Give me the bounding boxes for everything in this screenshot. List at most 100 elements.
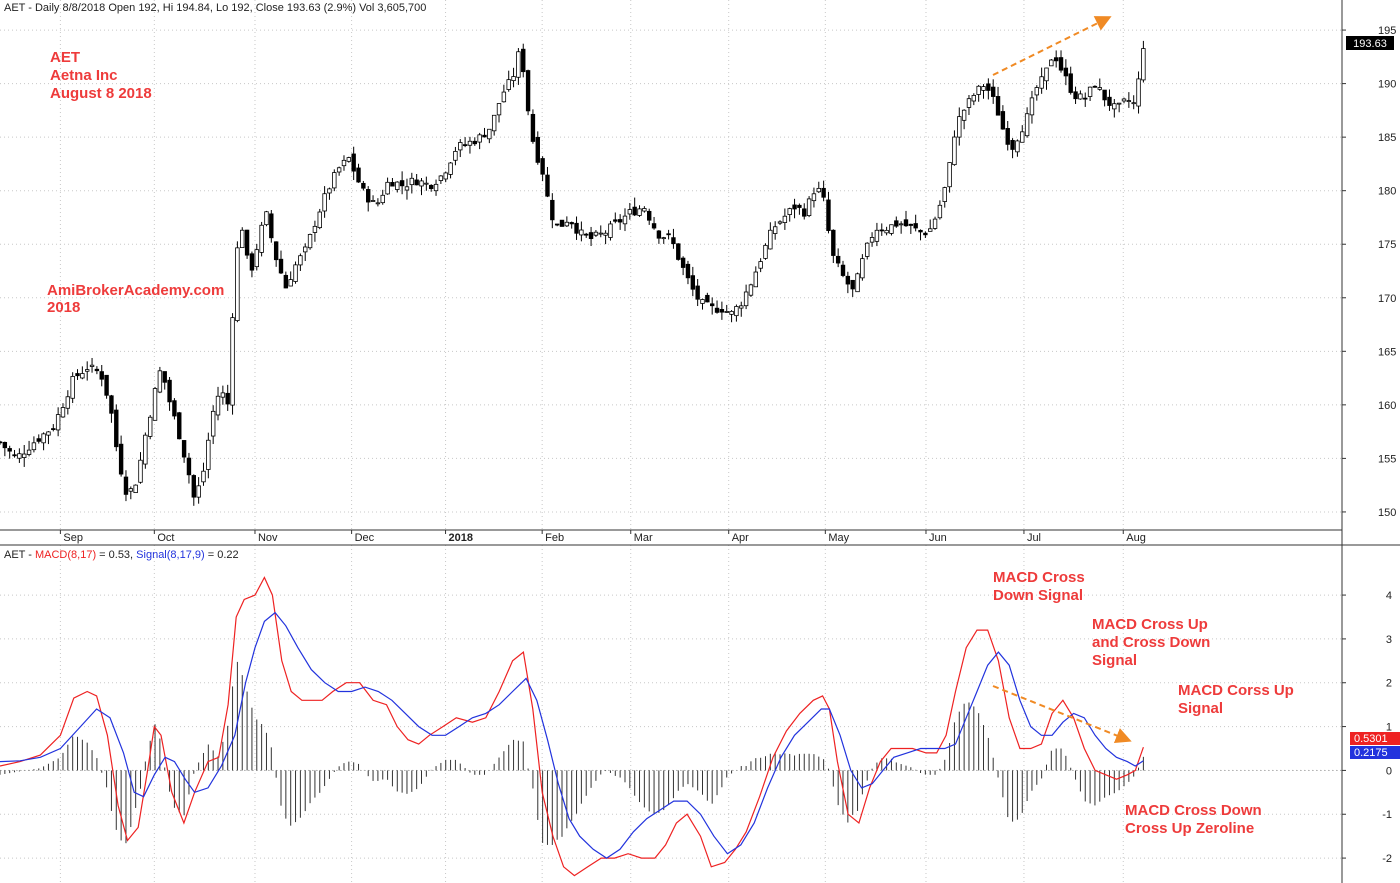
candle-up [264, 211, 269, 226]
candle-down [821, 187, 826, 198]
candle-down [278, 258, 284, 274]
candle-up [467, 140, 473, 146]
candle-down [521, 48, 526, 73]
macd-line [0, 576, 1144, 877]
candle-down [1083, 97, 1088, 100]
candle-up [501, 91, 507, 103]
candle-up [448, 162, 453, 175]
price-last-tag: 193.63 [1346, 36, 1394, 50]
candle-up [312, 225, 318, 233]
candle-up [89, 364, 95, 367]
candle-down [1053, 57, 1059, 62]
candle-up [336, 167, 342, 173]
macd-header-signal-value: = 0.22 [205, 549, 239, 561]
candle-down [792, 204, 797, 210]
annotation-year: 2018 [47, 299, 80, 316]
candle-down [283, 274, 289, 289]
candle-up [404, 186, 410, 191]
candle-down [879, 229, 884, 232]
candle-up [157, 370, 163, 393]
candle-down [472, 140, 477, 145]
date-tick-label: May [828, 532, 849, 544]
candle-down [695, 285, 700, 300]
candle-up [1020, 131, 1025, 143]
date-tick-label: Aug [1126, 532, 1146, 544]
candle-up [370, 200, 376, 202]
macd-tick-label: 1 [1386, 722, 1392, 734]
candle-up [516, 51, 521, 78]
candle-up [608, 223, 613, 238]
candle-up [777, 221, 783, 224]
candle-up [419, 180, 424, 187]
price-tick-label: 190 [1378, 79, 1396, 91]
annotation-macd-cross-up-down-line2: and Cross Down [1092, 634, 1210, 651]
candle-down [1073, 91, 1078, 100]
annotation-macd-cross-down: MACD Cross Down Signal [993, 569, 1089, 604]
annotation-date: August 8 2018 [50, 85, 152, 102]
candle-down [714, 307, 720, 313]
candle-up [235, 247, 240, 321]
candle-up [898, 223, 904, 226]
candle-down [1102, 89, 1107, 101]
candle-up [1034, 87, 1039, 96]
candle-up [491, 114, 497, 132]
candle-up [1015, 140, 1020, 153]
candle-up [937, 204, 943, 219]
annotation-macd-cross-up-down-line3: Signal [1092, 652, 1137, 669]
candle-up [220, 392, 226, 398]
candle-down [225, 392, 230, 405]
candle-up [254, 249, 259, 268]
candle-up [957, 116, 962, 138]
candle-up [743, 291, 749, 307]
candle-up [661, 237, 666, 240]
candle-down [428, 184, 434, 190]
candle-down [186, 457, 192, 476]
signal-last-value: 0.2175 [1354, 747, 1388, 759]
candle-up [942, 187, 947, 202]
candle-down [831, 229, 836, 256]
candle-up [952, 136, 957, 166]
candle-up [133, 484, 138, 494]
annotation-company: Aetna Inc [50, 67, 118, 84]
candle-up [1078, 93, 1083, 100]
candle-down [123, 476, 129, 495]
annotation-macd-cross-down-line2: Down Signal [993, 587, 1083, 604]
date-tick-label: Jul [1027, 532, 1041, 544]
price-last-value: 193.63 [1353, 38, 1387, 50]
candle-up [22, 453, 27, 458]
candle-down [7, 448, 12, 452]
annotation-macd-cross-up-line2: Signal [1178, 700, 1223, 717]
candle-up [598, 232, 603, 235]
macd-tick-label: -1 [1382, 809, 1392, 821]
macd-grid [0, 545, 1342, 883]
candle-down [1107, 96, 1112, 106]
candle-up [322, 193, 327, 212]
macd-last-tag-bg [1350, 732, 1400, 745]
candle-up [1126, 100, 1132, 102]
candle-up [477, 134, 482, 143]
candle-up [869, 237, 875, 243]
candle-up [782, 215, 788, 223]
candle-down [51, 428, 56, 430]
signal-last-tag: 0.2175 [1350, 746, 1400, 759]
candle-up [739, 305, 744, 309]
candle-up [627, 209, 633, 215]
candle-down [656, 230, 662, 239]
candle-down [588, 232, 594, 239]
candle-up [642, 208, 647, 212]
price-tick-label: 175 [1378, 239, 1396, 251]
signal-last-tag-bg [1350, 746, 1400, 759]
macd-header: AET - MACD(8,17) = 0.53, Signal(8,17,9) … [4, 549, 239, 561]
candle-down [390, 182, 395, 187]
candle-down [995, 96, 1001, 116]
candle-up [453, 150, 458, 161]
candle-up [1131, 102, 1136, 105]
candle-down [273, 241, 279, 261]
candle-up [341, 159, 347, 167]
candle-up [385, 181, 390, 195]
candle-up [1044, 67, 1049, 82]
annotation-macd-zeroline: MACD Cross Down Cross Up Zeroline [1125, 802, 1266, 837]
candle-up [947, 162, 952, 188]
date-tick-label: Feb [545, 532, 564, 544]
candle-up [458, 142, 463, 151]
